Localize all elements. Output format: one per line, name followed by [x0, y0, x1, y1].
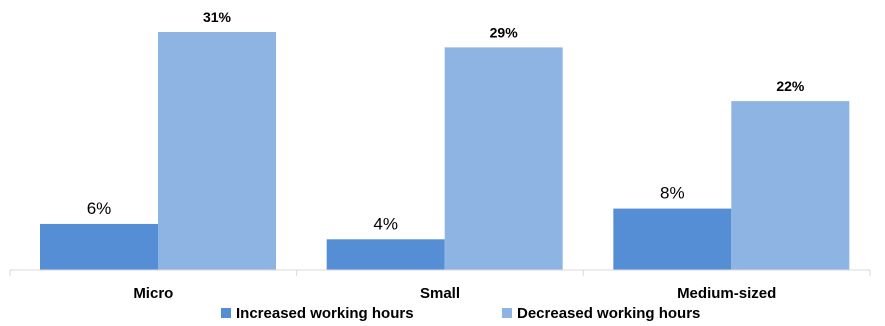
data-label: 4%	[373, 214, 398, 233]
bar-increased-micro	[40, 223, 158, 270]
x-axis-ticks	[9, 270, 871, 276]
legend-swatch	[221, 308, 231, 318]
legend-swatch	[502, 308, 512, 318]
bar-increased-small	[326, 239, 445, 270]
data-label: 31%	[203, 9, 232, 25]
bar-decreased-medium-sized	[731, 101, 850, 270]
bar-decreased-small	[444, 47, 563, 270]
category-label: Small	[420, 285, 460, 302]
category-labels-layer: Micro Small Medium-sized	[133, 285, 776, 302]
category-label: Medium-sized	[677, 285, 776, 302]
legend-label: Decreased working hours	[517, 305, 700, 322]
data-label: 22%	[776, 78, 805, 94]
legend-label: Increased working hours	[236, 305, 414, 322]
data-label: 29%	[490, 24, 519, 40]
value-labels-layer: 6% 31% 4% 29% 8% 22%	[87, 9, 805, 233]
legend: Increased working hours Decreased working…	[221, 305, 700, 322]
data-label: 8%	[660, 184, 685, 203]
bar-decreased-micro	[158, 32, 276, 270]
bar-increased-medium-sized	[613, 208, 732, 270]
bars-layer	[40, 32, 850, 270]
category-label: Micro	[133, 285, 173, 302]
data-label: 6%	[87, 199, 112, 218]
